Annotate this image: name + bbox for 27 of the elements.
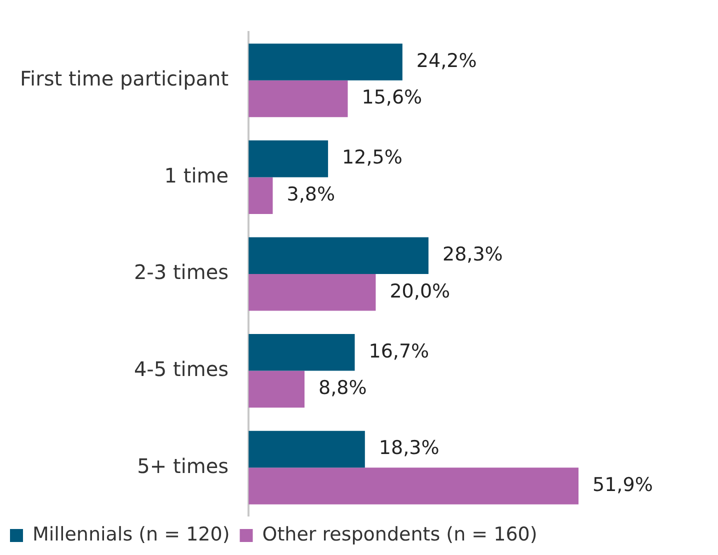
y-tick-label: 1 time [164, 163, 229, 188]
y-tick-label: First time participant [20, 66, 229, 91]
bar [248, 274, 376, 311]
legend-label: Other respondents (n = 160) [262, 523, 538, 546]
bar [248, 80, 348, 118]
data-label: 24,2% [416, 50, 477, 72]
bar [248, 237, 428, 274]
bar [248, 370, 305, 408]
bar [248, 177, 273, 214]
data-label: 16,7% [368, 340, 430, 362]
legend-label: Millennials (n = 120) [32, 523, 230, 546]
data-label: 20,0% [390, 280, 450, 302]
data-label: 18,3% [378, 437, 440, 460]
y-tick-label: 2-3 times [134, 260, 229, 284]
bar [248, 430, 365, 468]
data-label: 51,9% [592, 474, 653, 496]
y-tick-label: 4-5 times [134, 357, 229, 382]
data-label: 15,6% [362, 86, 422, 109]
data-label: 28,3% [442, 244, 503, 266]
data-label: 8,8% [318, 377, 367, 400]
data-label: 12,5% [342, 146, 402, 169]
bar [248, 44, 402, 80]
y-tick-label: 5+ times [137, 454, 229, 478]
data-label: 3,8% [286, 184, 336, 206]
bar [248, 468, 579, 504]
bar [248, 140, 328, 178]
bar [248, 334, 355, 371]
